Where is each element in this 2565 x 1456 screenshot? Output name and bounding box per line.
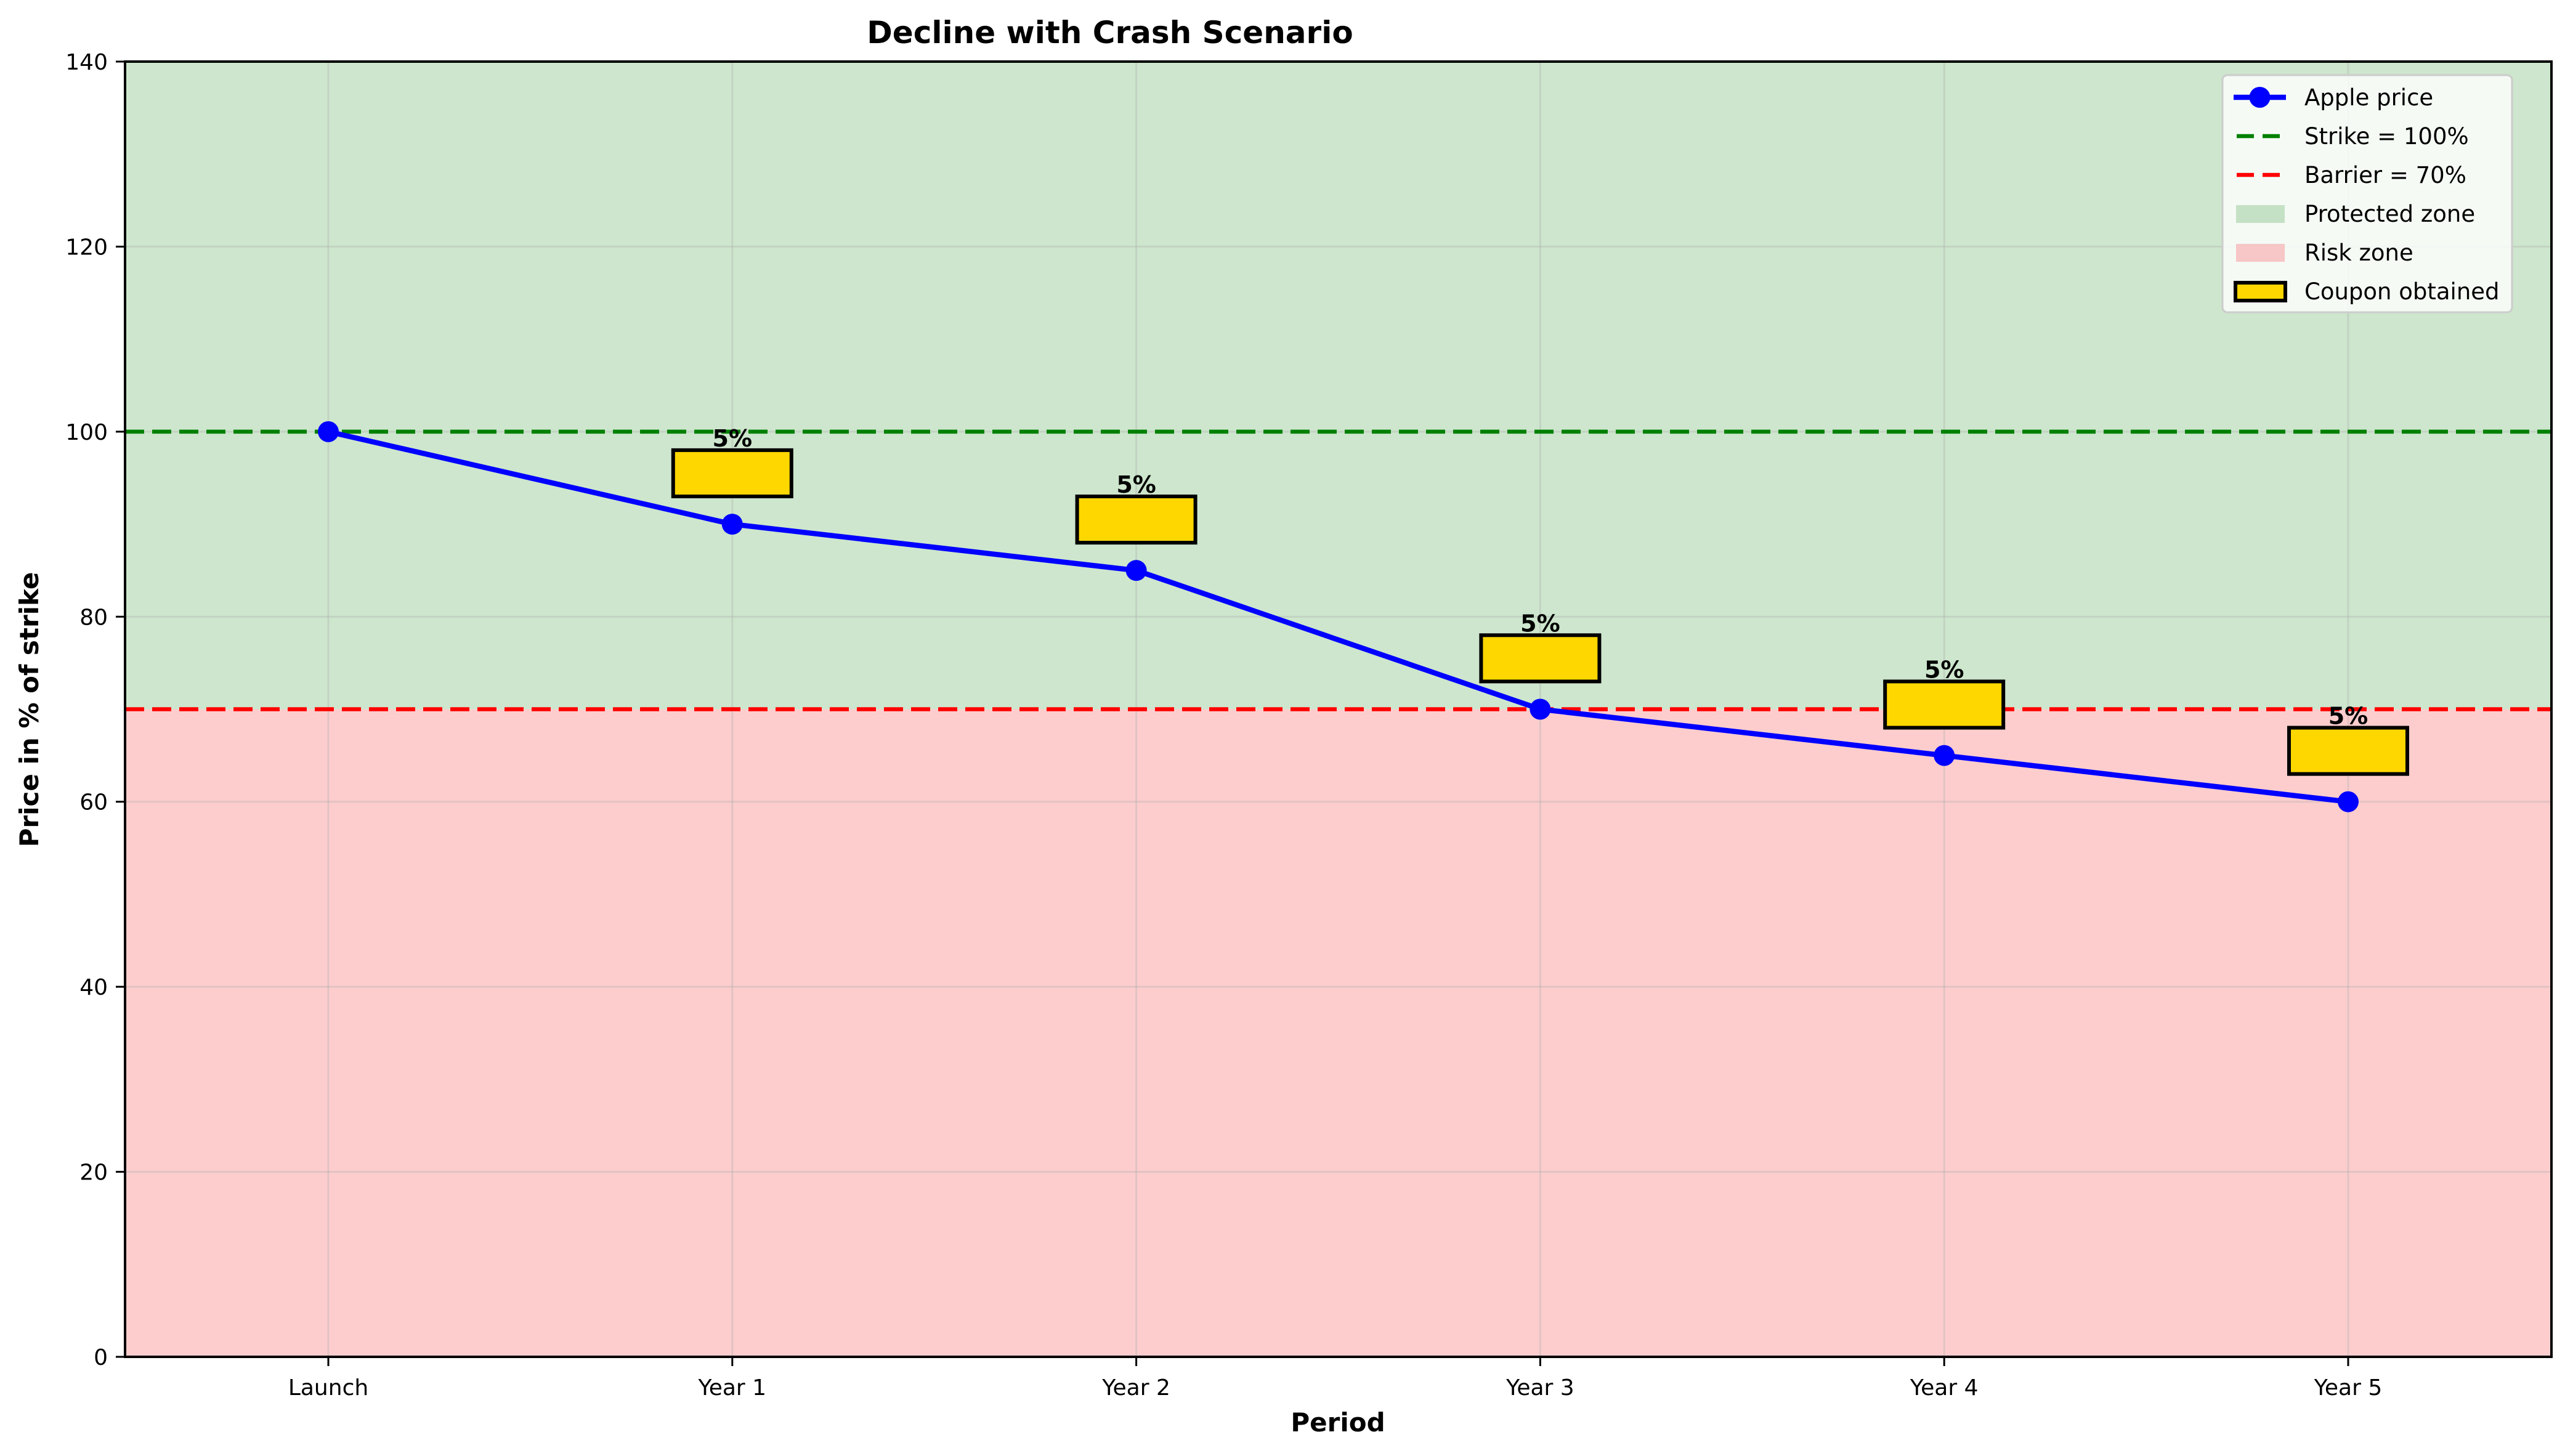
zones — [125, 62, 2551, 1357]
x-tick-label: Year 1 — [698, 1375, 767, 1401]
y-tick-label: 80 — [79, 605, 108, 630]
coupon-label: 5% — [1924, 656, 1964, 683]
legend-label: Apple price — [2304, 84, 2433, 111]
coupon-box — [1883, 679, 2006, 730]
plot-frame — [124, 60, 2553, 1358]
legend-box — [2221, 74, 2513, 313]
legend-label: Barrier = 70% — [2304, 162, 2466, 188]
price-marker — [318, 421, 339, 442]
y-tick-label: 100 — [65, 420, 108, 445]
price-series — [318, 421, 2359, 812]
zone-risk — [125, 709, 2551, 1357]
price-line — [328, 429, 2349, 804]
price-marker — [1934, 745, 1955, 766]
zone-protected — [125, 62, 2551, 710]
coupon-label: 5% — [1116, 471, 1156, 498]
coupon-label: 5% — [1520, 610, 1560, 637]
y-tick-label: 120 — [65, 235, 108, 260]
price-marker — [1125, 560, 1147, 581]
y-tick-label: 0 — [94, 1345, 108, 1370]
price-marker — [2338, 791, 2359, 812]
axes: 0 20 40 60 80 100 120 140 Launch Year 1 Year 2 Year… — [65, 50, 2553, 1401]
coupon-label: 5% — [2328, 703, 2368, 730]
y-tick-label: 60 — [79, 790, 108, 815]
coupon-boxes: 5% 5% 5% 5% 5% — [671, 425, 2409, 776]
x-axis-label: Period — [1291, 1407, 1385, 1438]
y-tick-label: 140 — [65, 50, 108, 75]
legend-swatch-icon — [2236, 205, 2285, 223]
coupon-box — [2287, 726, 2409, 776]
chart-title: Decline with Crash Scenario — [867, 15, 1353, 51]
coupon-box — [671, 448, 793, 499]
y-tick-label: 20 — [79, 1160, 108, 1186]
coupon-box — [1075, 495, 1197, 545]
coupon-box — [1479, 633, 1602, 684]
legend-swatch-icon — [2236, 244, 2285, 262]
legend-label: Coupon obtained — [2304, 278, 2500, 305]
legend: Apple price Strike = 100% Barrier = 70% Pro… — [2221, 74, 2513, 313]
x-tick-label: Launch — [288, 1375, 368, 1401]
y-tick-label: 40 — [79, 975, 108, 1000]
x-tick-label: Year 5 — [2314, 1375, 2383, 1401]
x-tick-label: Year 2 — [1101, 1375, 1170, 1401]
legend-label: Risk zone — [2304, 240, 2413, 266]
legend-swatch-icon — [2234, 281, 2287, 302]
legend-label: Strike = 100% — [2304, 123, 2469, 150]
price-marker — [721, 514, 743, 535]
price-marker — [1530, 698, 1551, 720]
coupon-label: 5% — [713, 425, 753, 452]
x-tick-label: Year 3 — [1505, 1375, 1574, 1401]
x-tick-label: Year 4 — [1910, 1375, 1979, 1401]
legend-label: Protected zone — [2304, 201, 2475, 227]
legend-marker-icon — [2249, 87, 2271, 108]
reference-lines — [125, 429, 2551, 711]
y-axis-label: Price in % of strike — [14, 572, 44, 847]
